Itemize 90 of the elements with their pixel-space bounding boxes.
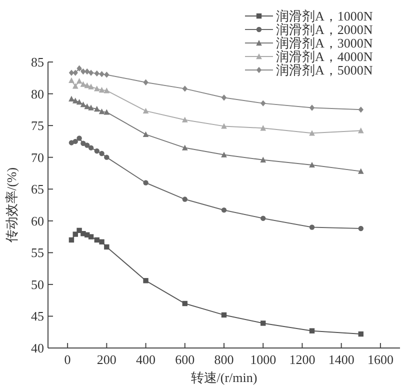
point — [104, 72, 110, 78]
point — [76, 98, 82, 105]
x-tick-label: 1600 — [367, 352, 394, 367]
point — [221, 123, 227, 129]
point — [76, 136, 82, 141]
point — [260, 320, 266, 326]
point — [68, 96, 74, 102]
point — [94, 86, 100, 92]
y-tick-label: 85 — [31, 54, 44, 70]
point — [98, 86, 105, 93]
point — [309, 328, 315, 334]
x-tick-label: 600 — [175, 352, 195, 367]
y-tick-label: 40 — [31, 340, 44, 356]
point — [104, 109, 110, 115]
y-tick-label: 75 — [31, 118, 44, 134]
point — [88, 145, 94, 150]
x-tick-label: 1400 — [328, 352, 354, 367]
point — [99, 150, 104, 156]
point — [221, 312, 227, 318]
point — [88, 234, 94, 240]
x-tick-label: 1000 — [250, 352, 276, 367]
point — [88, 104, 94, 110]
y-tick-label: 45 — [31, 308, 44, 324]
point — [260, 216, 266, 221]
point — [309, 104, 315, 111]
point — [94, 148, 100, 154]
point — [68, 77, 74, 84]
x-tick-label: 0 — [64, 352, 71, 367]
point — [84, 142, 90, 148]
legend-label: 润滑剂A，2000N — [276, 22, 374, 37]
point — [182, 116, 188, 122]
y-tick-label: 65 — [31, 182, 44, 197]
point — [260, 125, 266, 131]
point — [99, 239, 104, 244]
point — [104, 88, 110, 94]
point — [142, 108, 149, 114]
point — [72, 138, 78, 144]
point — [88, 84, 94, 90]
point — [260, 156, 266, 162]
point — [99, 70, 104, 78]
point — [94, 70, 100, 77]
point — [221, 207, 227, 213]
point — [143, 79, 148, 86]
point — [76, 228, 82, 234]
x-tick-label: 200 — [96, 352, 116, 367]
x-tick-label: 800 — [214, 352, 234, 367]
y-tick-label: 60 — [31, 213, 44, 228]
legend-label: 润滑剂A，1000N — [276, 8, 374, 24]
y-tick-label: 50 — [31, 276, 44, 292]
x-tick-label: 400 — [136, 352, 156, 367]
point — [260, 100, 266, 106]
point — [358, 168, 364, 174]
point — [309, 224, 315, 230]
y-tick-label: 55 — [31, 245, 44, 260]
point — [84, 68, 90, 75]
y-tick-label: 80 — [31, 86, 44, 102]
y-axis-title: 传动效率/(%) — [4, 167, 19, 243]
point — [104, 244, 110, 250]
point — [104, 154, 110, 160]
point — [88, 70, 94, 76]
point — [143, 278, 148, 284]
x-axis-title: 转速/(r/min) — [190, 370, 258, 385]
point — [358, 106, 364, 113]
point — [182, 86, 188, 92]
point — [358, 226, 364, 232]
point — [72, 83, 78, 89]
legend-label: 润滑剂A，3000N — [276, 36, 374, 50]
point — [309, 130, 315, 136]
point — [142, 131, 149, 138]
x-tick-label: 1200 — [289, 352, 316, 367]
y-tick-label: 70 — [31, 150, 44, 165]
legend-label: 润滑剂A，5000N — [276, 62, 374, 78]
point — [76, 78, 82, 84]
point — [182, 300, 188, 306]
point — [94, 106, 100, 112]
point — [72, 98, 78, 104]
point — [68, 237, 74, 243]
point — [358, 331, 364, 337]
legend-label: 润滑剂A，4000N — [276, 49, 374, 64]
point — [80, 68, 86, 75]
point — [182, 196, 188, 202]
point — [72, 232, 78, 237]
point — [358, 128, 364, 134]
point — [98, 108, 105, 114]
point — [221, 152, 227, 158]
point — [182, 144, 188, 150]
point — [221, 94, 227, 101]
point — [143, 180, 148, 186]
point — [309, 162, 315, 168]
point — [76, 65, 82, 72]
